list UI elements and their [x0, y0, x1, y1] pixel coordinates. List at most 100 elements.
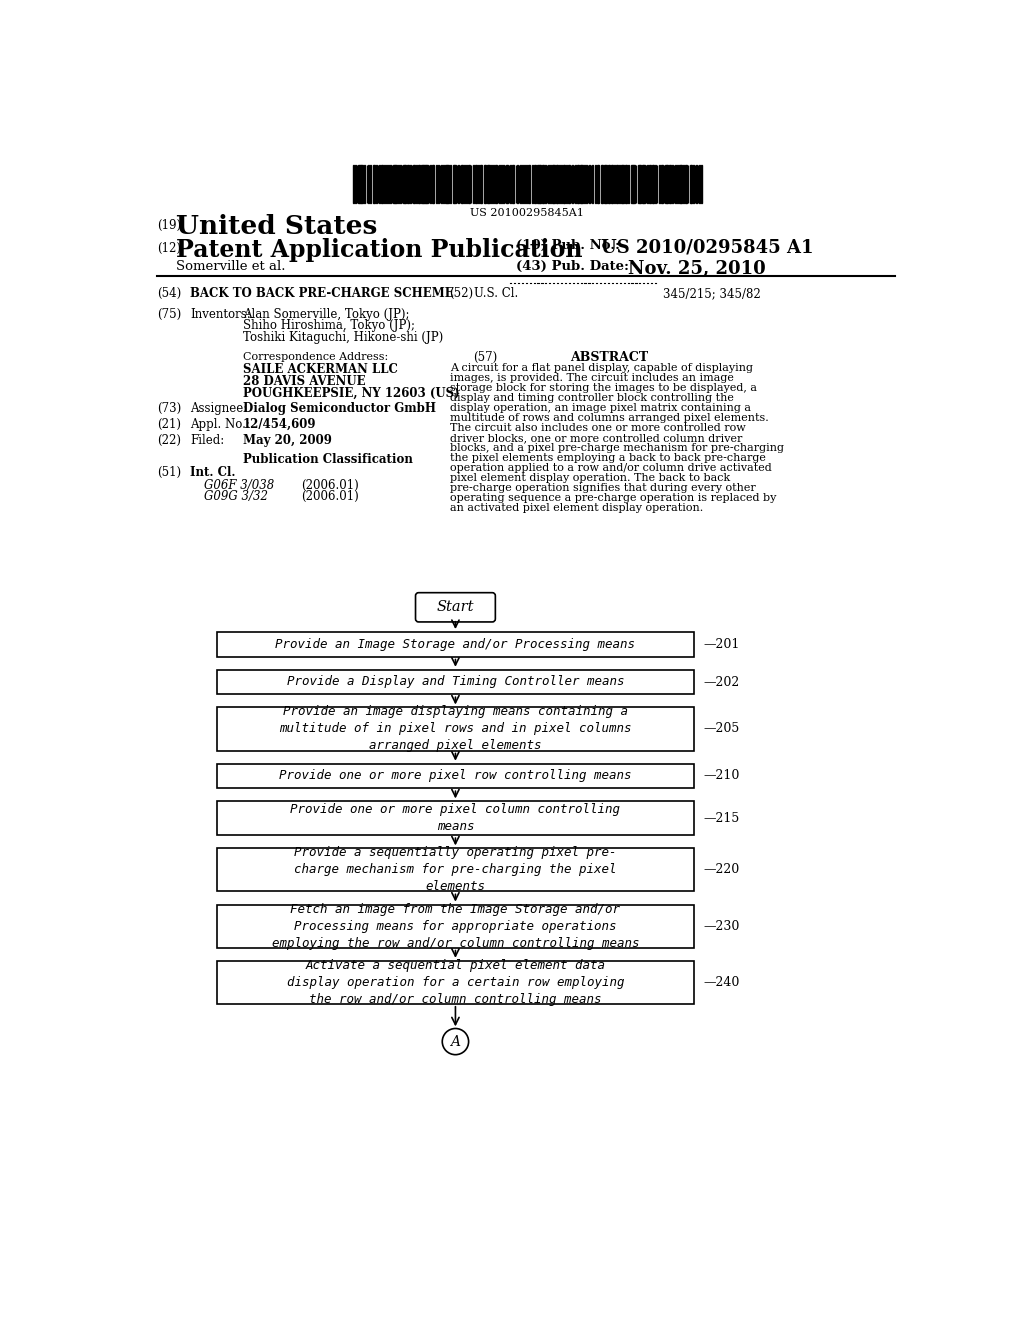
Bar — [468, 165, 470, 203]
Bar — [395, 165, 397, 203]
Bar — [407, 165, 409, 203]
Text: operating sequence a pre-charge operation is replaced by: operating sequence a pre-charge operatio… — [450, 494, 776, 503]
Bar — [217, 708, 693, 751]
Bar — [506, 165, 508, 203]
Text: United States: United States — [176, 214, 378, 239]
Text: Filed:: Filed: — [190, 434, 224, 447]
Bar — [423, 165, 426, 203]
Text: Activate a sequential pixel element data
display operation for a certain row emp: Activate a sequential pixel element data… — [287, 958, 625, 1006]
Text: BACK TO BACK PRE-CHARGE SCHEME: BACK TO BACK PRE-CHARGE SCHEME — [190, 286, 454, 300]
Bar — [381, 165, 383, 203]
Text: (12): (12) — [158, 242, 181, 255]
Bar — [679, 165, 681, 203]
Bar — [352, 165, 354, 203]
Bar — [403, 165, 404, 203]
Bar — [649, 165, 651, 203]
Text: Provide an Image Storage and/or Processing means: Provide an Image Storage and/or Processi… — [275, 638, 636, 651]
Bar — [217, 961, 693, 1003]
Text: G09G 3/32: G09G 3/32 — [204, 490, 268, 503]
Text: U.S. Cl.: U.S. Cl. — [474, 286, 519, 300]
Bar — [605, 165, 607, 203]
Bar — [364, 165, 366, 203]
Text: A circuit for a flat panel display, capable of displaying: A circuit for a flat panel display, capa… — [450, 363, 753, 374]
Text: —220: —220 — [703, 863, 739, 876]
Bar — [512, 165, 514, 203]
Text: SAILE ACKERMAN LLC: SAILE ACKERMAN LLC — [243, 363, 397, 376]
Bar — [397, 165, 399, 203]
Text: Publication Classification: Publication Classification — [243, 453, 413, 466]
Bar — [461, 165, 463, 203]
Bar — [455, 165, 456, 203]
Text: Patent Application Publication: Patent Application Publication — [176, 239, 583, 263]
Text: Inventors:: Inventors: — [190, 308, 251, 321]
Text: (10) Pub. No.:: (10) Pub. No.: — [515, 239, 620, 252]
Bar — [473, 165, 474, 203]
Text: Correspondence Address:: Correspondence Address: — [243, 352, 388, 363]
Bar — [466, 165, 467, 203]
Bar — [361, 165, 362, 203]
Text: Provide an image displaying means containing a
multitude of in pixel rows and in: Provide an image displaying means contai… — [280, 705, 632, 752]
Text: Int. Cl.: Int. Cl. — [190, 466, 236, 479]
Bar — [614, 165, 615, 203]
Text: Fetch an image from the Image Storage and/or
Processing means for appropriate op: Fetch an image from the Image Storage an… — [271, 903, 639, 949]
Text: storage block for storing the images to be displayed, a: storage block for storing the images to … — [450, 383, 757, 393]
Bar — [616, 165, 617, 203]
Text: (73): (73) — [158, 401, 181, 414]
Bar — [528, 165, 530, 203]
Text: Alan Somerville, Tokyo (JP);: Alan Somerville, Tokyo (JP); — [243, 308, 410, 321]
Bar — [566, 165, 567, 203]
Text: 345/215; 345/82: 345/215; 345/82 — [663, 286, 761, 300]
Text: 12/454,609: 12/454,609 — [243, 418, 316, 430]
Text: images, is provided. The circuit includes an image: images, is provided. The circuit include… — [450, 374, 733, 383]
Text: —201: —201 — [703, 638, 739, 651]
Bar — [542, 165, 544, 203]
Text: display operation, an image pixel matrix containing a: display operation, an image pixel matrix… — [450, 404, 751, 413]
Text: (2006.01): (2006.01) — [301, 479, 358, 492]
Text: ABSTRACT: ABSTRACT — [569, 351, 648, 364]
Text: multitude of rows and columns arranged pixel elements.: multitude of rows and columns arranged p… — [450, 413, 768, 424]
Text: Nov. 25, 2010: Nov. 25, 2010 — [628, 260, 766, 279]
Text: Provide a Display and Timing Controller means: Provide a Display and Timing Controller … — [287, 676, 625, 689]
Bar — [568, 165, 569, 203]
Text: (54): (54) — [158, 286, 181, 300]
Bar — [531, 165, 534, 203]
Text: Shiho Hiroshima, Tokyo (JP);: Shiho Hiroshima, Tokyo (JP); — [243, 319, 415, 333]
Bar — [217, 801, 693, 836]
Text: Somerville et al.: Somerville et al. — [176, 260, 286, 273]
Circle shape — [442, 1028, 469, 1055]
Bar — [421, 165, 423, 203]
Text: G06F 3/038: G06F 3/038 — [204, 479, 274, 492]
Text: Provide one or more pixel column controlling
means: Provide one or more pixel column control… — [291, 804, 621, 833]
Bar — [584, 165, 586, 203]
Bar — [677, 165, 678, 203]
Text: Dialog Semiconductor GmbH: Dialog Semiconductor GmbH — [243, 401, 435, 414]
Bar — [496, 165, 497, 203]
Text: (22): (22) — [158, 434, 181, 447]
Text: Provide one or more pixel row controlling means: Provide one or more pixel row controllin… — [280, 770, 632, 783]
Bar — [217, 632, 693, 656]
Bar — [631, 165, 633, 203]
Text: (19): (19) — [158, 218, 181, 231]
Text: (51): (51) — [158, 466, 181, 479]
Text: The circuit also includes one or more controlled row: The circuit also includes one or more co… — [450, 424, 745, 433]
Bar — [447, 165, 449, 203]
Bar — [628, 165, 630, 203]
Bar — [662, 165, 663, 203]
Bar — [373, 165, 375, 203]
Bar — [665, 165, 667, 203]
Bar — [582, 165, 583, 203]
Text: —205: —205 — [703, 722, 739, 735]
Bar — [618, 165, 621, 203]
Text: —202: —202 — [703, 676, 739, 689]
Text: (2006.01): (2006.01) — [301, 490, 358, 503]
Text: POUGHKEEPSIE, NY 12603 (US): POUGHKEEPSIE, NY 12603 (US) — [243, 387, 460, 400]
Text: Assignee:: Assignee: — [190, 401, 247, 414]
Bar — [393, 165, 394, 203]
Bar — [477, 165, 479, 203]
Bar — [521, 165, 523, 203]
Bar — [638, 165, 640, 203]
Text: the pixel elements employing a back to back pre-charge: the pixel elements employing a back to b… — [450, 453, 766, 463]
Text: A: A — [451, 1035, 461, 1048]
Bar — [633, 165, 635, 203]
Bar — [370, 165, 372, 203]
